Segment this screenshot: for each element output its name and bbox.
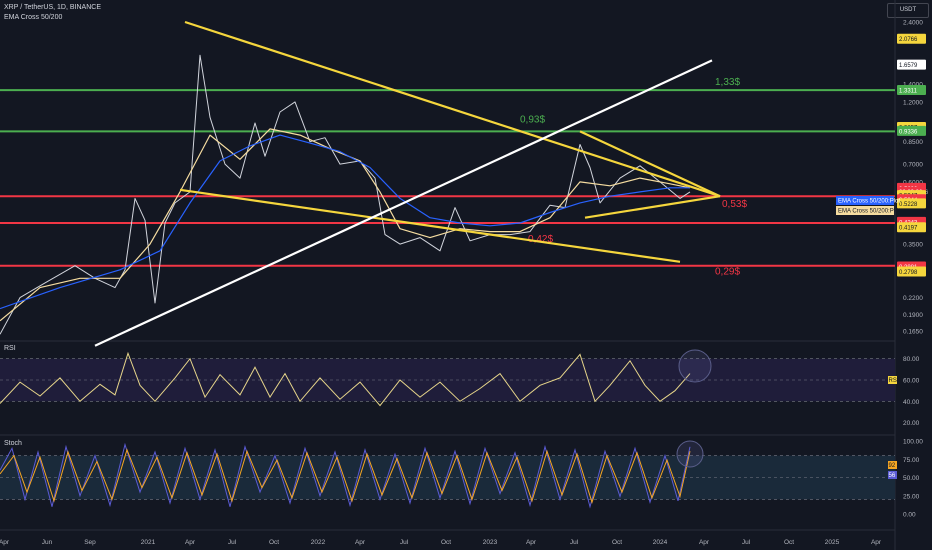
price-tag-label: 0.4197 xyxy=(899,226,918,232)
level-label: 0,93$ xyxy=(520,114,545,125)
x-tick-label: Apr xyxy=(185,539,196,546)
rsi-highlight-circle xyxy=(678,349,712,383)
rsi-tick-label: 60.00 xyxy=(903,378,920,385)
stoch-tick-label: 0.00 xyxy=(903,512,916,519)
ema-fast-line xyxy=(0,128,691,322)
price-tag-label: 0.2798 xyxy=(899,270,918,276)
stoch-tick-label: 100.00 xyxy=(903,439,923,446)
x-tick-label: 2021 xyxy=(141,539,156,546)
price-tag xyxy=(897,266,926,277)
indicator-label[interactable]: EMA Cross 50/200 xyxy=(4,14,63,21)
rsi-tick-label: 20.00 xyxy=(903,420,920,427)
x-tick-label: Jul xyxy=(742,539,751,546)
x-tick-label: 2024 xyxy=(653,539,668,546)
y-tick-label: 0.8500 xyxy=(903,139,923,146)
price-tag-label: 1.3311 xyxy=(899,88,918,94)
rsi-line xyxy=(0,351,691,407)
level-label: 0,29$ xyxy=(715,267,740,278)
stoch-current-tag xyxy=(888,461,897,469)
y-tick-label: 0.7000 xyxy=(903,162,923,169)
triangle-trendline xyxy=(179,188,681,263)
y-tick-label: 0.3500 xyxy=(903,242,923,249)
x-tick-label: 2025 xyxy=(825,539,840,546)
price-tag xyxy=(897,33,926,44)
stoch-tick-label: 25.00 xyxy=(903,493,920,500)
level-label: 0,53$ xyxy=(722,199,747,210)
stoch-d-line xyxy=(0,448,691,504)
rsi-tick-label: 80.00 xyxy=(903,356,920,363)
stoch-highlight-circle xyxy=(676,440,704,468)
price-line xyxy=(0,54,691,335)
legend-tag-label: EMA Cross 50/200:Plot xyxy=(838,199,900,205)
stoch-current-label: 92 xyxy=(889,463,896,469)
stoch-current-tag xyxy=(888,471,897,479)
rsi-current-tag xyxy=(888,376,897,384)
y-tick-label: 0.1650 xyxy=(903,328,923,335)
x-tick-label: Oct xyxy=(269,539,279,546)
price-tag xyxy=(897,125,926,136)
price-tag-label: 1.6579 xyxy=(899,63,918,69)
x-tick-label: Jun xyxy=(42,539,53,546)
y-tick-label: 2.4000 xyxy=(903,20,923,27)
triangle-trendline xyxy=(584,195,721,219)
x-tick-label: Apr xyxy=(871,539,882,546)
x-tick-label: 2023 xyxy=(483,539,498,546)
stoch-tick-label: 50.00 xyxy=(903,475,920,482)
stoch-k-line xyxy=(0,442,691,509)
y-tick-label: 0.1900 xyxy=(903,312,923,319)
x-tick-label: Oct xyxy=(784,539,794,546)
ema-slow-line xyxy=(0,134,690,310)
stoch-pane-label: Stoch xyxy=(4,440,22,447)
rsi-current-label: RSI xyxy=(889,378,899,384)
x-tick-label: Apr xyxy=(526,539,537,546)
y-tick-label: 1.2000 xyxy=(903,99,923,106)
x-tick-label: Apr xyxy=(355,539,366,546)
stoch-tick-label: 75.00 xyxy=(903,457,920,464)
x-tick-label: Apr xyxy=(0,539,10,546)
y-tick-label: 0.2200 xyxy=(903,295,923,302)
price-tag-label: 0.5228 xyxy=(899,202,918,208)
x-tick-label: Oct xyxy=(441,539,451,546)
price-tag xyxy=(897,198,926,209)
triangle-trendline xyxy=(579,130,721,198)
price-tag xyxy=(897,59,926,70)
level-label: 1,33$ xyxy=(715,77,740,88)
support-trendline xyxy=(94,59,713,347)
legend-tag xyxy=(836,206,894,215)
x-tick-label: Jul xyxy=(570,539,579,546)
x-tick-label: Oct xyxy=(612,539,622,546)
price-tag xyxy=(897,84,926,95)
price-tag-label: 2.0766 xyxy=(899,37,918,43)
x-tick-label: 2022 xyxy=(311,539,326,546)
triangle-trendline xyxy=(184,20,721,198)
x-tick-label: Sep xyxy=(84,539,96,546)
level-label: 0,42$ xyxy=(528,234,553,245)
price-tag xyxy=(897,222,926,233)
stoch-current-label: 56 xyxy=(889,473,896,479)
x-tick-label: Jul xyxy=(228,539,237,546)
x-tick-label: Jul xyxy=(400,539,409,546)
legend-tag-label: EMA Cross 50/200:Plot xyxy=(838,209,900,215)
chart-title: XRP / TetherUS, 1D, BINANCE xyxy=(4,4,101,11)
legend-tag xyxy=(836,196,894,205)
rsi-pane-label: RSI xyxy=(4,345,16,352)
price-tag-label: 0.9336 xyxy=(899,129,918,135)
currency-selector[interactable]: USDT xyxy=(887,3,929,18)
x-tick-label: Apr xyxy=(699,539,710,546)
rsi-tick-label: 40.00 xyxy=(903,399,920,406)
